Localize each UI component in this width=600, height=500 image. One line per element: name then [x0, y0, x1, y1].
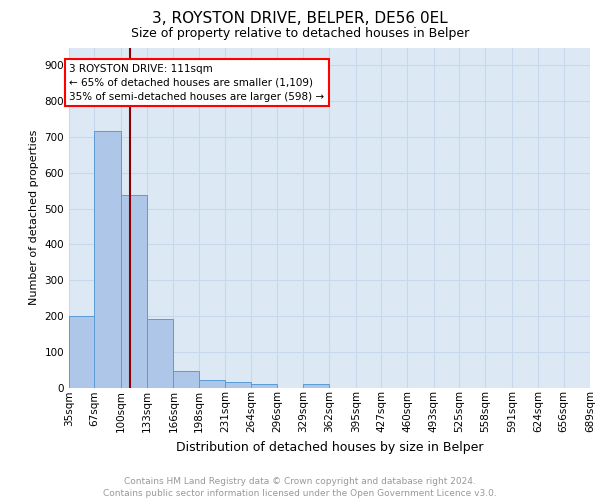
- Bar: [251, 384, 277, 388]
- Bar: [121, 196, 147, 388]
- Bar: [69, 316, 94, 388]
- Text: Size of property relative to detached houses in Belper: Size of property relative to detached ho…: [131, 28, 469, 40]
- Bar: [225, 382, 251, 388]
- Text: Contains HM Land Registry data © Crown copyright and database right 2024.
Contai: Contains HM Land Registry data © Crown c…: [103, 476, 497, 498]
- X-axis label: Distribution of detached houses by size in Belper: Distribution of detached houses by size …: [176, 440, 483, 454]
- Bar: [173, 370, 199, 388]
- Bar: [147, 319, 173, 388]
- Bar: [303, 384, 329, 388]
- Bar: [199, 380, 225, 388]
- Y-axis label: Number of detached properties: Number of detached properties: [29, 130, 39, 305]
- Bar: [94, 131, 121, 388]
- Text: 3 ROYSTON DRIVE: 111sqm
← 65% of detached houses are smaller (1,109)
35% of semi: 3 ROYSTON DRIVE: 111sqm ← 65% of detache…: [70, 64, 325, 102]
- Text: 3, ROYSTON DRIVE, BELPER, DE56 0EL: 3, ROYSTON DRIVE, BELPER, DE56 0EL: [152, 11, 448, 26]
